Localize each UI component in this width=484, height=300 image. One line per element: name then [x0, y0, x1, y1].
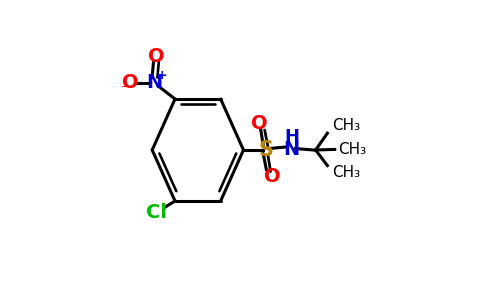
Text: CH₃: CH₃ — [338, 142, 366, 157]
Text: N: N — [146, 73, 163, 92]
Text: O: O — [122, 73, 138, 92]
Text: +: + — [156, 69, 167, 82]
Text: S: S — [258, 140, 273, 160]
Text: O: O — [148, 47, 164, 66]
Text: H: H — [284, 128, 299, 146]
Text: O: O — [264, 167, 280, 186]
Text: ⁻: ⁻ — [121, 82, 131, 100]
Text: CH₃: CH₃ — [332, 165, 360, 180]
Text: CH₃: CH₃ — [332, 118, 360, 134]
Text: N: N — [283, 140, 300, 160]
Text: Cl: Cl — [146, 203, 167, 222]
Text: O: O — [251, 114, 267, 133]
